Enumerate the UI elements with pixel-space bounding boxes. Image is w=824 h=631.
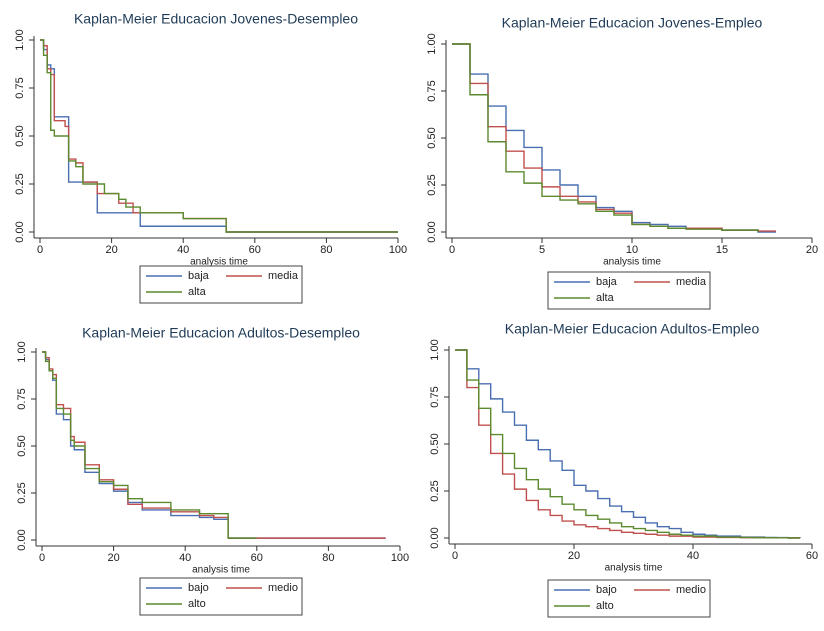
x-tick-label: 40 xyxy=(177,244,189,256)
legend-label: media xyxy=(268,270,299,282)
x-tick-label: 20 xyxy=(568,550,580,562)
y-tick-label: 0.00 xyxy=(429,527,441,548)
x-tick-label: 5 xyxy=(539,244,545,256)
survival-line xyxy=(452,43,759,232)
y-tick-label: 0.25 xyxy=(16,482,28,503)
y-tick-label: 1.00 xyxy=(16,341,28,362)
x-axis-label: analysis time xyxy=(192,565,250,576)
y-tick-label: 0.50 xyxy=(426,127,438,148)
y-tick-label: 0.25 xyxy=(14,173,26,194)
y-tick-label: 0.50 xyxy=(16,435,28,456)
y-tick-label: 0.00 xyxy=(426,221,438,242)
y-tick-label: 0.50 xyxy=(429,433,441,454)
x-tick-label: 0 xyxy=(39,552,45,564)
survival-line xyxy=(40,39,398,233)
legend-label: media xyxy=(676,276,707,288)
x-tick-label: 0 xyxy=(452,550,458,562)
x-tick-label: 80 xyxy=(322,552,334,564)
legend-label: baja xyxy=(596,276,618,288)
y-tick-label: 0.25 xyxy=(426,174,438,195)
x-axis-label: analysis time xyxy=(605,563,663,574)
chart-title: Kaplan-Meier Educacion Jovenes-Empleo xyxy=(502,15,763,31)
y-tick-label: 0.00 xyxy=(14,221,26,242)
legend-label: baja xyxy=(188,270,210,282)
y-tick-label: 0.75 xyxy=(429,386,441,407)
x-tick-label: 15 xyxy=(716,244,728,256)
legend-label: alto xyxy=(596,600,614,612)
survival-line xyxy=(455,349,801,539)
x-tick-label: 60 xyxy=(249,244,261,256)
y-tick-label: 0.50 xyxy=(14,125,26,146)
y-tick-label: 0.75 xyxy=(16,388,28,409)
x-tick-label: 0 xyxy=(37,244,43,256)
x-tick-label: 80 xyxy=(320,244,332,256)
y-tick-label: 1.00 xyxy=(14,29,26,50)
x-tick-label: 100 xyxy=(389,244,407,256)
legend-label: alta xyxy=(188,286,207,298)
legend-label: medio xyxy=(676,584,706,596)
legend-box xyxy=(547,579,711,618)
x-tick-label: 0 xyxy=(449,244,455,256)
y-tick-label: 1.00 xyxy=(429,339,441,360)
survival-line xyxy=(42,351,257,539)
legend-label: medio xyxy=(268,582,298,594)
x-tick-label: 20 xyxy=(105,244,117,256)
x-tick-label: 60 xyxy=(251,552,263,564)
x-tick-label: 40 xyxy=(179,552,191,564)
legend-label: bajo xyxy=(596,584,617,596)
y-tick-label: 0.00 xyxy=(16,529,28,550)
x-axis-label: analysis time xyxy=(190,257,248,268)
x-tick-label: 60 xyxy=(806,550,818,562)
x-axis-label: analysis time xyxy=(603,257,661,268)
x-tick-label: 20 xyxy=(107,552,119,564)
legend-label: alta xyxy=(596,292,615,304)
chart-title: Kaplan-Meier Educacion Adultos-Desempleo xyxy=(82,325,360,341)
chart-title: Kaplan-Meier Educacion Adultos-Empleo xyxy=(505,321,760,337)
y-tick-label: 1.00 xyxy=(426,33,438,54)
y-tick-label: 0.25 xyxy=(429,480,441,501)
legend-box xyxy=(139,577,303,616)
x-tick-label: 100 xyxy=(391,552,409,564)
y-tick-label: 0.75 xyxy=(426,80,438,101)
x-tick-label: 10 xyxy=(626,244,638,256)
chart-title: Kaplan-Meier Educacion Jovenes-Desempleo xyxy=(74,11,358,27)
x-tick-label: 40 xyxy=(687,550,699,562)
legend-box xyxy=(547,271,711,310)
legend-label: alto xyxy=(188,598,206,610)
y-tick-label: 0.75 xyxy=(14,77,26,98)
legend-label: bajo xyxy=(188,582,209,594)
x-tick-label: 20 xyxy=(806,244,818,256)
legend-box xyxy=(139,265,303,304)
